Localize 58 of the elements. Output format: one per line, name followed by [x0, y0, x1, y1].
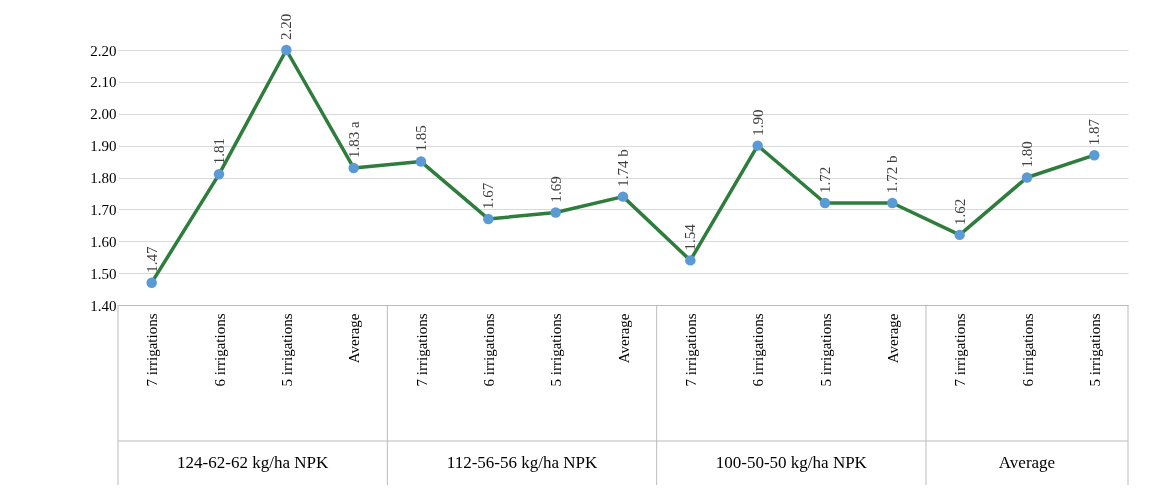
- point: [415, 156, 427, 167]
- x-tick-label: 7 irrigations: [413, 313, 430, 387]
- x-tick-label: 5 irrigations: [817, 313, 834, 387]
- x-tick-label: Average: [346, 313, 363, 364]
- x-tick-label: 6 irrigations: [480, 313, 497, 387]
- point: [1089, 149, 1100, 161]
- x-tick-label: 6 irrigations: [1019, 313, 1036, 387]
- data-label: 1.72 b: [884, 155, 901, 193]
- point: [887, 197, 898, 209]
- x-tick-label: Average: [615, 313, 632, 364]
- point: [550, 207, 561, 218]
- point: [483, 213, 494, 225]
- data-label: 1.80: [1019, 141, 1035, 168]
- x-tick-label: 7 irrigations: [952, 313, 969, 387]
- y-tick-label: 1.80: [90, 170, 117, 186]
- y-tick-label: 1.50: [90, 265, 117, 282]
- y-tick-label: 1.70: [90, 201, 117, 218]
- point: [617, 191, 629, 202]
- y-tick-label: 1.40: [90, 297, 117, 314]
- y-tick-label: 2.10: [90, 74, 117, 91]
- data-label: 1.83 a: [345, 120, 362, 158]
- point: [1021, 172, 1033, 183]
- data-label: 1.74 b: [615, 149, 631, 187]
- text: 112-56-56 kg/ha NPK: [446, 453, 598, 472]
- text: 100-50-50 kg/ha NPK: [715, 453, 868, 472]
- data-label: 1.69: [547, 176, 564, 203]
- y-tick-label: 2.20: [90, 42, 117, 59]
- x-tick-label: 7 irrigations: [682, 313, 699, 387]
- text: 124-62-62 kg/ha NPK: [177, 453, 329, 472]
- text: Average: [998, 453, 1056, 472]
- y-tick-label: 1.90: [90, 138, 117, 155]
- x-tick-label: 5 irrigations: [548, 313, 565, 387]
- x-tick-label: 5 irrigations: [1086, 313, 1103, 387]
- data-label: 1.81: [211, 138, 227, 165]
- data-label: 1.67: [480, 182, 497, 209]
- data-label: 1.47: [143, 245, 160, 273]
- point: [685, 255, 696, 266]
- data-label: 1.90: [749, 109, 766, 136]
- point: [954, 229, 965, 241]
- point: [281, 44, 292, 56]
- point: [819, 197, 831, 209]
- data-label: 1.62: [951, 198, 968, 225]
- data-label: 1.72: [817, 166, 833, 193]
- data-label: 1.87: [1086, 118, 1103, 146]
- data-label: 1.54: [682, 223, 699, 251]
- point: [213, 169, 225, 180]
- x-tick-label: 6 irrigations: [750, 313, 767, 387]
- point: [146, 277, 157, 288]
- x-tick-label: 7 irrigations: [144, 313, 161, 387]
- data-label: 1.85: [413, 125, 429, 152]
- point: [348, 162, 359, 174]
- x-tick-label: 6 irrigations: [211, 313, 228, 387]
- data-label: 2.20: [278, 13, 295, 40]
- point: [752, 140, 763, 151]
- y-tick-label: 1.60: [90, 233, 117, 250]
- x-tick-label: 5 irrigations: [278, 313, 295, 387]
- x-tick-label: Average: [884, 313, 901, 364]
- y-tick-label: 2.00: [90, 106, 117, 123]
